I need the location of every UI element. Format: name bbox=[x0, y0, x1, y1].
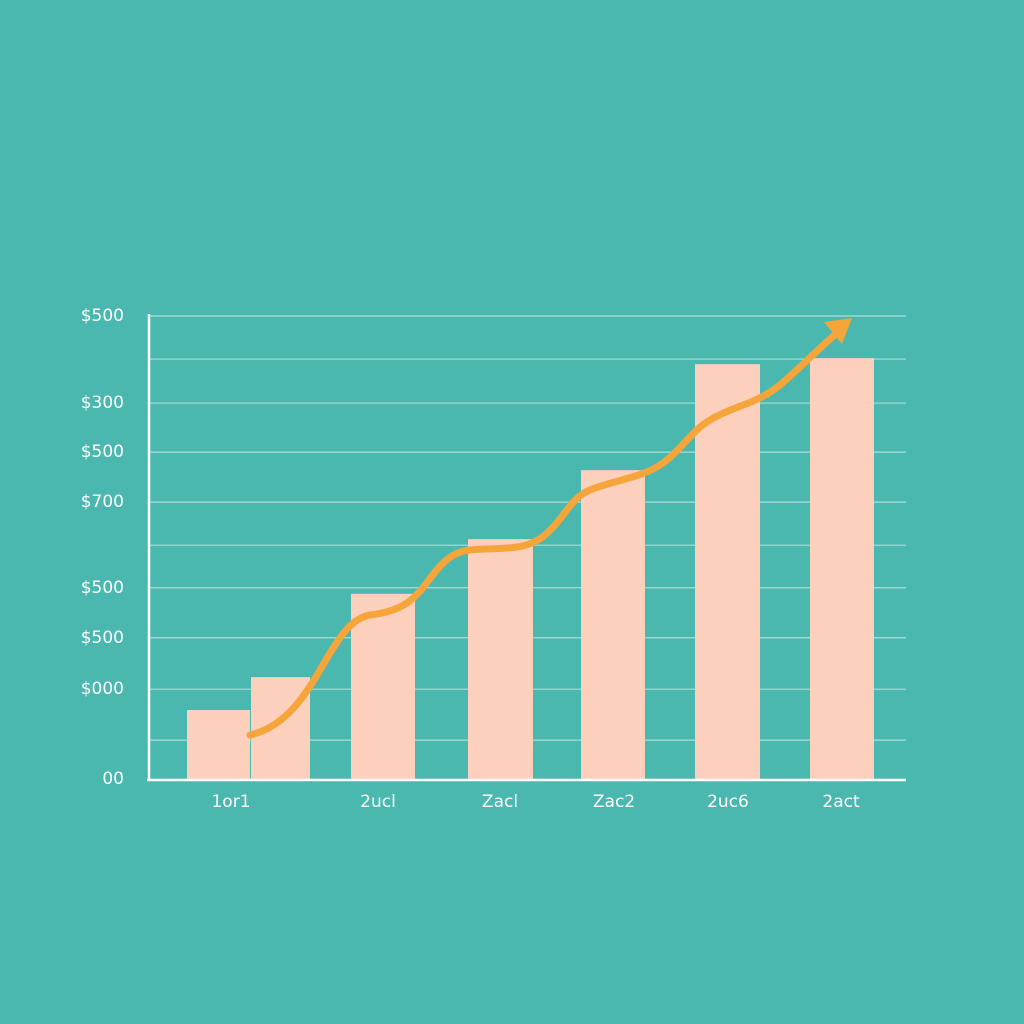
bar bbox=[695, 364, 760, 779]
bar bbox=[468, 539, 533, 779]
bar bbox=[187, 710, 250, 779]
y-tick-label: $300 bbox=[81, 393, 124, 413]
x-tick-label: Zac2 bbox=[593, 792, 635, 812]
y-tick-label: $500 bbox=[81, 306, 124, 326]
y-tick-label: $500 bbox=[81, 578, 124, 598]
x-tick-label: 2uc6 bbox=[707, 792, 749, 812]
x-tick-label: Zacl bbox=[482, 792, 518, 812]
trend-line bbox=[246, 328, 842, 739]
bar bbox=[251, 677, 310, 779]
bar bbox=[810, 358, 874, 779]
y-tick-label: $500 bbox=[81, 442, 124, 462]
x-tick-label: 1or1 bbox=[211, 792, 250, 812]
y-tick-label: $500 bbox=[81, 628, 124, 648]
y-tick-label: $700 bbox=[81, 492, 124, 512]
y-tick-label: 00 bbox=[102, 769, 124, 789]
x-tick-label: 2ucl bbox=[360, 792, 396, 812]
bar bbox=[351, 593, 415, 779]
bar bbox=[581, 470, 645, 779]
labels: 00 $000 $500 $500 $700 $500 $300 $500 1or1 2ucl Za… bbox=[81, 306, 860, 812]
bars bbox=[187, 358, 874, 779]
x-tick-label: 2act bbox=[822, 792, 860, 812]
trend-arrowhead bbox=[824, 318, 852, 344]
y-tick-label: $000 bbox=[81, 679, 124, 699]
